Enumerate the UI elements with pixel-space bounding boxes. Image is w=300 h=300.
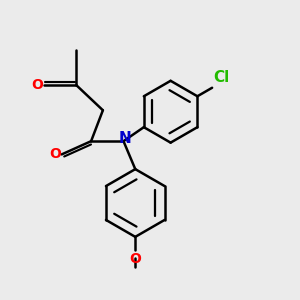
Text: N: N: [118, 131, 131, 146]
Text: O: O: [32, 78, 44, 92]
Text: Cl: Cl: [214, 70, 230, 86]
Text: O: O: [129, 253, 141, 266]
Text: O: O: [49, 147, 61, 161]
